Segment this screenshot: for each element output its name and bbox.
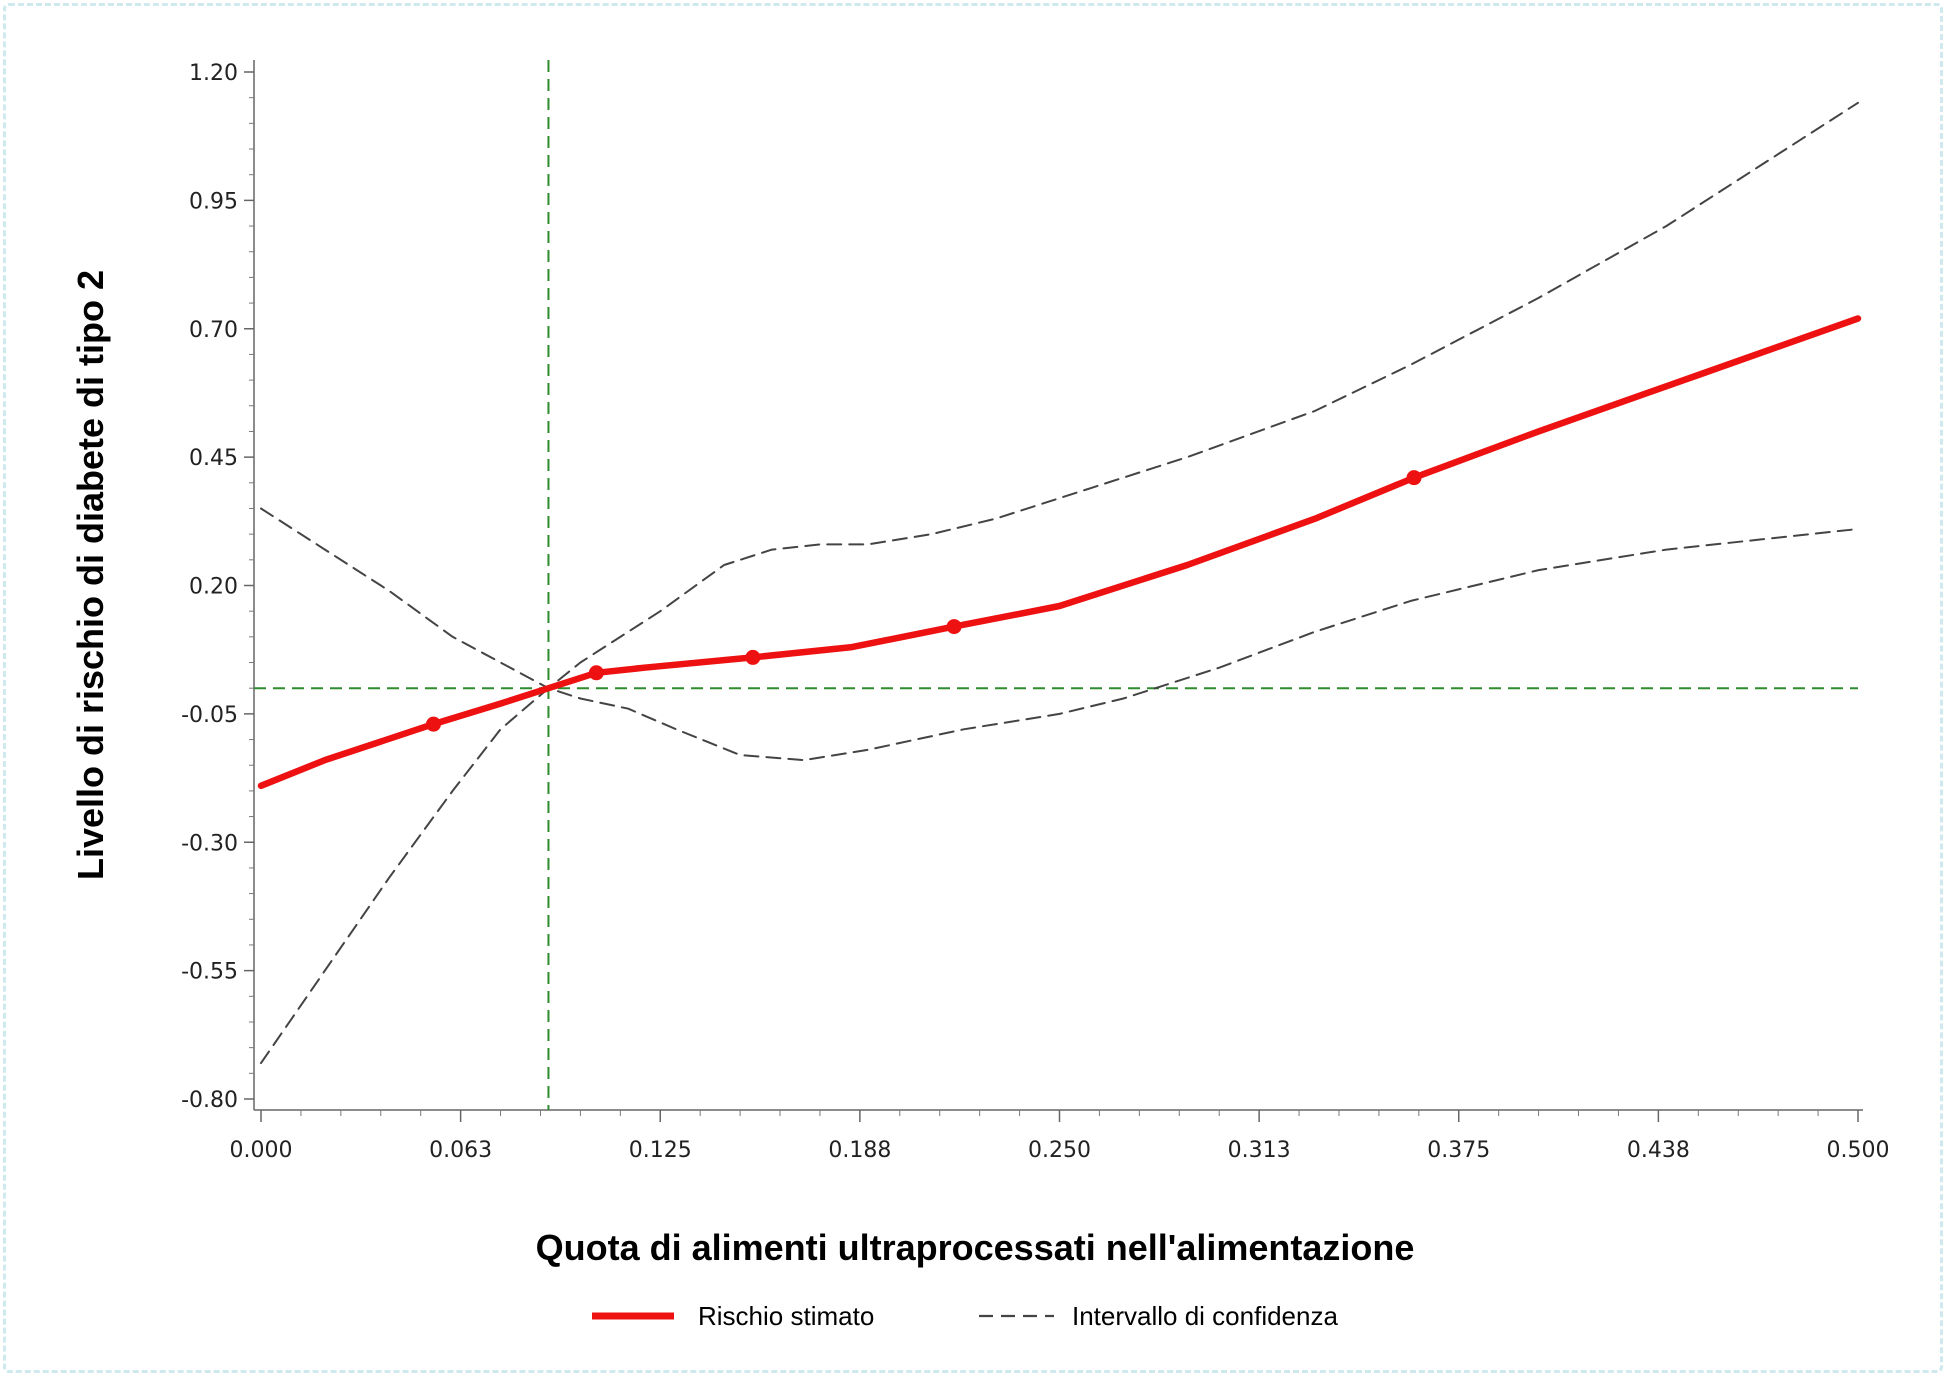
y-tick-label: -0.55	[181, 960, 238, 985]
x-axis: 0.000 0.063 0.125 0.188 0.250 0.313 0.375 0.438…	[230, 1109, 1890, 1163]
y-tick-label: -0.80	[181, 1088, 238, 1113]
plot-area: 1.20 0.95 0.70 0.45 0.20 -0.05 -0.30 -0.55 -0.80…	[181, 60, 1889, 1163]
x-tick-label: 0.250	[1028, 1138, 1091, 1163]
series-line-ci-upper	[260, 101, 1859, 690]
x-tick-label: 0.000	[230, 1138, 293, 1163]
y-tick-label: 0.45	[189, 446, 238, 471]
y-tick-label: -0.30	[181, 831, 238, 856]
data-point-marker	[745, 649, 761, 665]
y-axis-title: Livello di rischio di diabete di tipo 2	[70, 270, 111, 880]
y-tick-label: 0.70	[189, 318, 238, 343]
data-point-marker	[946, 619, 962, 635]
x-tick-label: 0.375	[1427, 1138, 1490, 1163]
x-axis-title: Quota di alimenti ultraprocessati nell'a…	[536, 1227, 1415, 1268]
x-tick-label: 0.313	[1228, 1138, 1291, 1163]
series-line-estimated-risk	[257, 315, 1862, 790]
y-axis: 1.20 0.95 0.70 0.45 0.20 -0.05 -0.30 -0.55 -0.80	[181, 60, 255, 1113]
x-tick-label: 0.188	[828, 1138, 891, 1163]
legend-label-confidence-interval: Intervallo di confidenza	[1072, 1301, 1338, 1331]
reference-lines	[254, 60, 1858, 1110]
series-group	[257, 101, 1862, 1065]
y-tick-label: 1.20	[189, 61, 238, 86]
y-tick-label: 0.20	[189, 575, 238, 600]
chart-frame	[3, 3, 1943, 1373]
x-tick-label: 0.500	[1827, 1138, 1890, 1163]
y-tick-label: 0.95	[189, 189, 238, 214]
legend: Rischio stimato Intervallo di confidenza	[592, 1301, 1338, 1331]
series-line-ci-lower	[260, 528, 1859, 1065]
data-point-marker	[588, 665, 604, 681]
data-point-marker	[425, 716, 441, 732]
legend-label-estimated-risk: Rischio stimato	[698, 1301, 874, 1331]
data-point-marker	[1406, 470, 1422, 486]
x-tick-label: 0.438	[1627, 1138, 1690, 1163]
x-tick-label: 0.125	[629, 1138, 692, 1163]
x-tick-label: 0.063	[429, 1138, 492, 1163]
y-tick-label: -0.05	[181, 703, 238, 728]
